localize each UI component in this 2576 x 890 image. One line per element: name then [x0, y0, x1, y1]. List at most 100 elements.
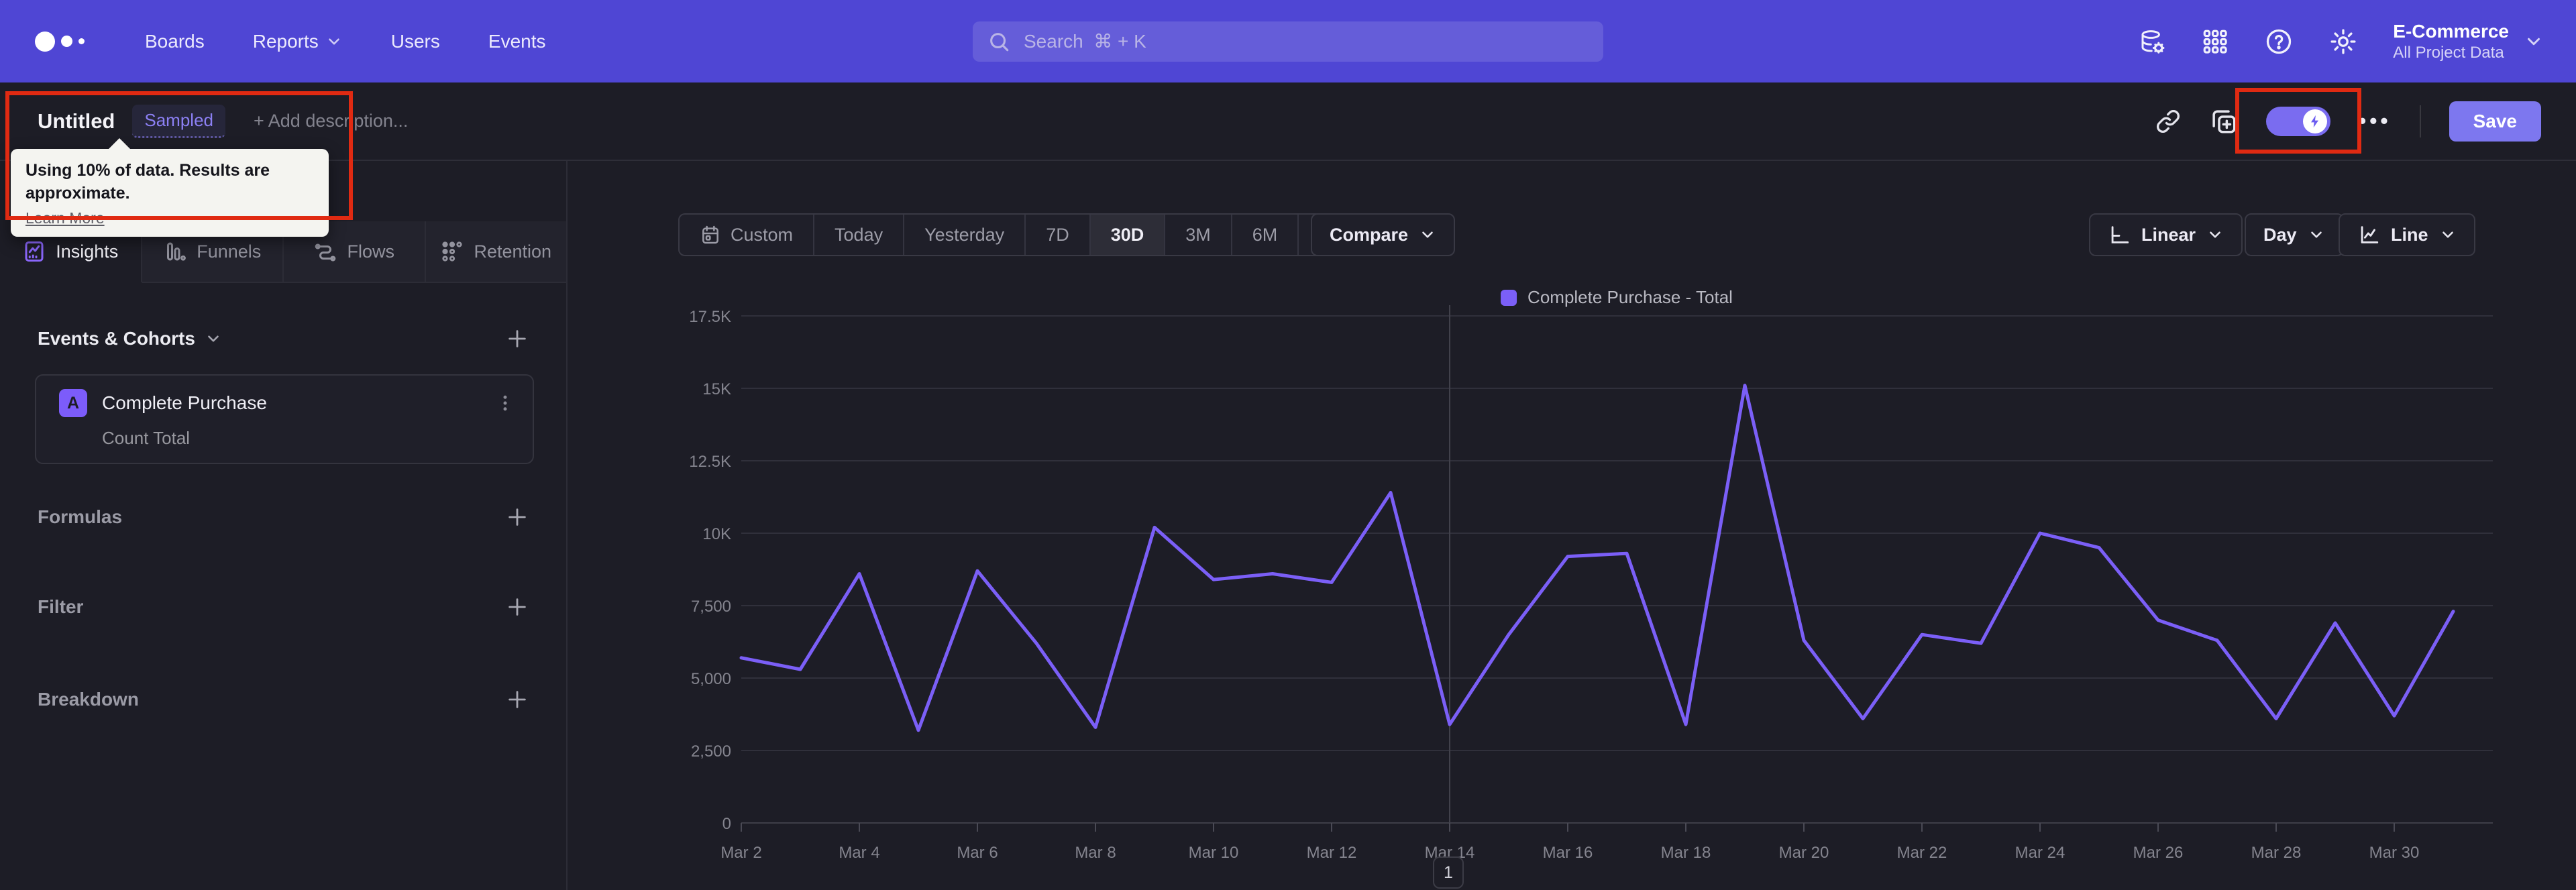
project-name: E-Commerce [2393, 20, 2509, 42]
tooltip-learn-more-link[interactable]: Learn More [25, 209, 105, 227]
range-label: 30D [1110, 224, 1144, 245]
add-description[interactable]: + Add description... [254, 111, 409, 131]
link-icon[interactable] [2155, 108, 2182, 135]
chevron-down-icon [2308, 226, 2325, 243]
sampled-badge[interactable]: Sampled [132, 104, 225, 138]
compare-button[interactable]: Compare [1311, 213, 1456, 256]
scale-label: Linear [2141, 224, 2196, 245]
add-filter-button[interactable] [506, 596, 529, 618]
range-yesterday[interactable]: Yesterday [904, 215, 1026, 255]
add-event-button[interactable] [506, 327, 529, 350]
scale-dropdown[interactable]: Linear [2089, 213, 2243, 256]
tab-label: Insights [56, 241, 119, 262]
compare-label: Compare [1330, 224, 1409, 245]
granularity-dropdown[interactable]: Day [2245, 213, 2344, 256]
project-switcher[interactable]: E-Commerce All Project Data [2393, 21, 2544, 62]
help-icon[interactable] [2264, 27, 2294, 56]
chevron-down-icon [2206, 226, 2224, 243]
insights-icon [22, 239, 46, 264]
range-custom[interactable]: Custom [680, 215, 815, 255]
event-metric[interactable]: Count Total [102, 428, 191, 448]
apps-grid-icon[interactable] [2201, 27, 2229, 56]
global-search [973, 21, 1603, 62]
range-label: Custom [731, 224, 794, 245]
tab-label: Flows [347, 241, 394, 262]
chevron-down-icon [2439, 226, 2457, 243]
chart-type-dropdown[interactable]: Line [2339, 213, 2475, 256]
sampling-toggle-wrap [2235, 87, 2361, 154]
nav-item-users[interactable]: Users [391, 31, 440, 52]
filter-section: Filter [38, 596, 529, 618]
calendar-icon [700, 224, 721, 245]
query-sidebar: Insights Funnels Flows Retention Events … [0, 161, 568, 890]
search-icon [987, 30, 1010, 53]
kebab-menu-icon[interactable] [495, 393, 515, 413]
events-cohorts-label: Events & Cohorts [38, 328, 195, 349]
granularity-label: Day [2263, 224, 2297, 245]
event-card-complete-purchase[interactable]: A Complete Purchase Count Total [35, 374, 534, 464]
formulas-label: Formulas [38, 506, 123, 527]
breakdown-section: Breakdown [38, 688, 529, 711]
range-label: 7D [1046, 224, 1069, 245]
settings-gear-icon[interactable] [2328, 27, 2358, 56]
line-chart-icon [2357, 223, 2380, 246]
toggle-knob [2302, 109, 2327, 133]
tab-retention[interactable]: Retention [425, 221, 566, 282]
nav-item-label: Events [488, 30, 546, 52]
chevron-down-icon [205, 330, 222, 347]
nav-item-label: Reports [252, 30, 319, 52]
nav-item-reports[interactable]: Reports [253, 31, 343, 52]
legend-swatch [1501, 289, 1517, 306]
tooltip-text: Using 10% of data. Results are approxima… [25, 161, 270, 203]
breakdown-label: Breakdown [38, 689, 139, 710]
report-title[interactable]: Untitled [38, 109, 115, 133]
series-letter-badge: A [59, 389, 87, 417]
chart-panel: Custom Today Yesterday 7D 30D 3M 6M 12M … [568, 161, 2576, 890]
chevron-down-icon [325, 33, 343, 50]
range-3m[interactable]: 3M [1165, 215, 1232, 255]
report-toolbar: Untitled Sampled + Add description... ••… [0, 82, 2576, 161]
report-type-tabs: Insights Funnels Flows Retention [0, 221, 566, 283]
nav-item-label: Users [390, 30, 440, 52]
sampling-tooltip: Using 10% of data. Results are approxima… [11, 149, 329, 237]
tab-label: Funnels [197, 241, 262, 262]
nav-item-events[interactable]: Events [488, 31, 546, 52]
events-cohorts-header[interactable]: Events & Cohorts [38, 328, 222, 349]
add-breakdown-button[interactable] [506, 688, 529, 711]
divider [2419, 105, 2421, 137]
pagination-page-1[interactable]: 1 [1433, 856, 1464, 889]
chart-type-label: Line [2391, 224, 2428, 245]
filter-label: Filter [38, 596, 84, 617]
range-7d[interactable]: 7D [1026, 215, 1091, 255]
save-to-board-icon[interactable] [2210, 107, 2238, 135]
range-30d[interactable]: 30D [1090, 215, 1166, 255]
funnels-icon [163, 239, 187, 264]
nav-item-boards[interactable]: Boards [145, 31, 205, 52]
range-label: 6M [1252, 224, 1278, 245]
retention-icon [440, 239, 464, 264]
search-input[interactable] [973, 21, 1603, 62]
range-today[interactable]: Today [814, 215, 905, 255]
sampling-toggle[interactable] [2265, 106, 2330, 136]
top-nav: Boards Reports Users Events E [0, 0, 2576, 82]
legend-label: Complete Purchase - Total [1527, 287, 1733, 307]
chevron-down-icon [2524, 32, 2544, 52]
date-range-control: Custom Today Yesterday 7D 30D 3M 6M 12M [678, 213, 1376, 256]
data-pipeline-icon[interactable] [2138, 27, 2166, 56]
formulas-section: Formulas [38, 506, 529, 529]
more-menu[interactable]: ••• [2358, 109, 2392, 133]
tab-label: Retention [474, 241, 552, 262]
project-scope: All Project Data [2393, 43, 2504, 62]
range-label: 3M [1185, 224, 1211, 245]
chevron-down-icon [1419, 226, 1436, 243]
range-6m[interactable]: 6M [1232, 215, 1299, 255]
mixpanel-logo-icon[interactable] [35, 31, 85, 52]
chart-legend[interactable]: Complete Purchase - Total [1501, 287, 1733, 308]
nav-item-label: Boards [145, 30, 205, 52]
flows-icon [313, 239, 337, 264]
add-formula-button[interactable] [506, 506, 529, 529]
range-label: Yesterday [924, 224, 1005, 245]
event-name[interactable]: Complete Purchase [102, 392, 267, 413]
linear-axis-icon [2108, 223, 2131, 246]
save-button[interactable]: Save [2449, 101, 2541, 142]
